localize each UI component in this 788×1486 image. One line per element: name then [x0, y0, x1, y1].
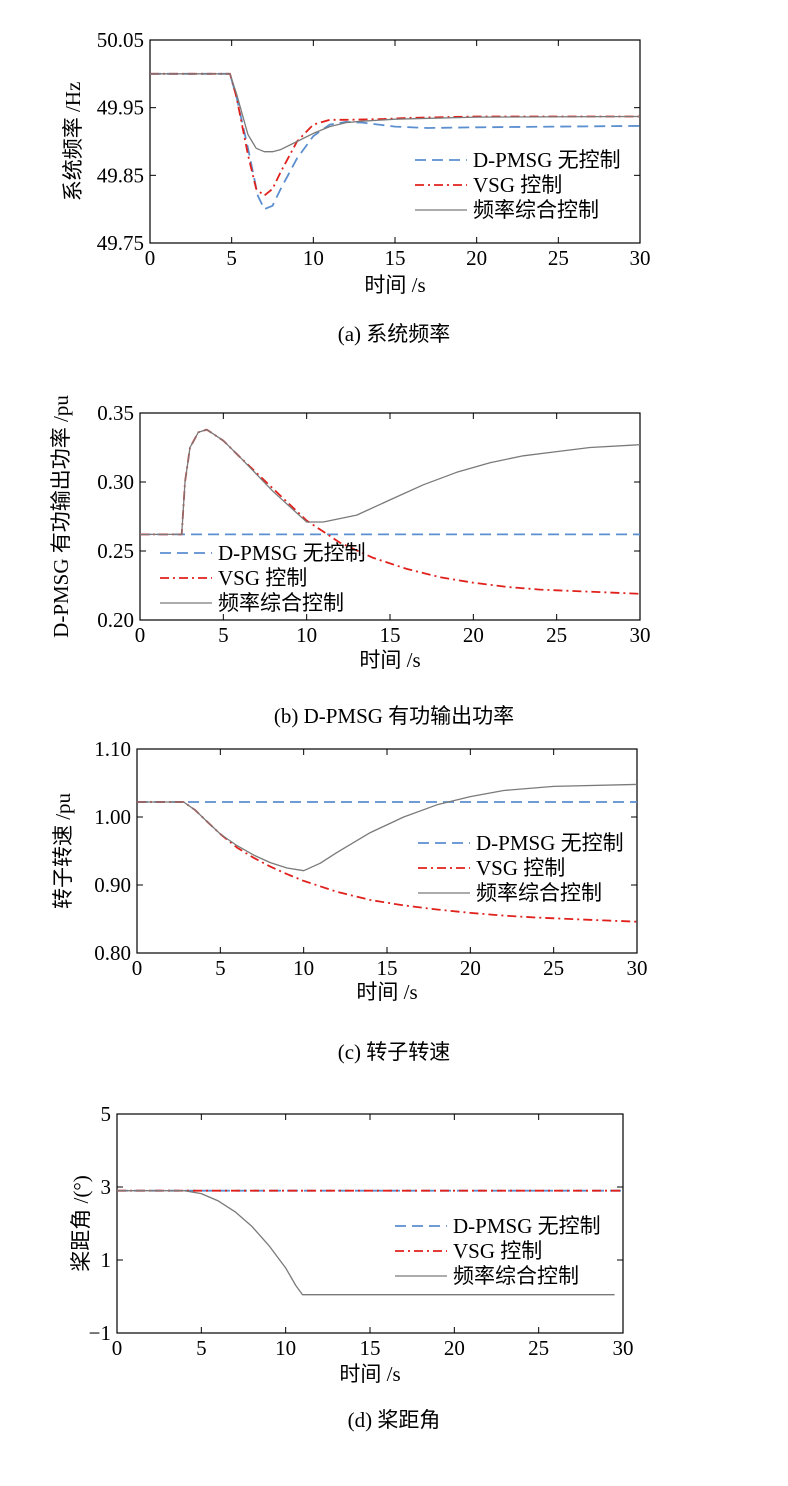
- series-line-3: [117, 1190, 615, 1296]
- chart-panel-c: 0 5 10 15 20 25 30 0.80 0.90 1.00 1.10 时间 /s 转子转速 /p…: [51, 737, 648, 1064]
- y-tick-label: 1.10: [94, 737, 131, 761]
- chart-a-caption: (a) 系统频率: [337, 322, 451, 346]
- legend-label: VSG 控制: [453, 1239, 542, 1263]
- legend-label: VSG 控制: [473, 173, 562, 197]
- x-tick-label: 25: [546, 623, 567, 647]
- x-tick-label: 10: [296, 623, 317, 647]
- x-tick-label: 15: [385, 246, 406, 270]
- chart-b-caption: (b) D-PMSG 有功输出功率: [273, 704, 515, 728]
- x-tick-label: 20: [463, 623, 484, 647]
- y-tick-label: 1: [101, 1248, 112, 1272]
- x-axis-label: 时间 /s: [364, 273, 425, 297]
- y-tick-label: 0.90: [94, 873, 131, 897]
- series-line-2: [140, 428, 641, 595]
- y-tick-label: 0.30: [97, 470, 134, 494]
- legend-label: D-PMSG 无控制: [453, 1214, 601, 1238]
- legend-label: VSG 控制: [218, 566, 307, 590]
- x-tick-label: 0: [145, 246, 156, 270]
- legend-label: D-PMSG 无控制: [473, 148, 621, 172]
- x-tick-label: 30: [630, 246, 651, 270]
- x-tick-label: 5: [215, 956, 226, 980]
- chart-panel-a: 0 5 10 15 20 25 30 49.75 49.85 49.95 50.05 时间 /s 系统频…: [0, 0, 788, 360]
- legend-label: 频率综合控制: [476, 881, 602, 905]
- legend-label: VSG 控制: [476, 856, 565, 880]
- x-axis-label: 时间 /s: [359, 648, 420, 672]
- x-tick-label: 15: [380, 623, 401, 647]
- y-tick-label: 49.85: [97, 163, 144, 187]
- chart-d-caption: (d) 桨距角: [347, 1408, 441, 1432]
- x-tick-label: 0: [135, 623, 146, 647]
- legend-label: D-PMSG 无控制: [476, 831, 624, 855]
- series-line-3: [137, 783, 638, 872]
- x-tick-label: 20: [466, 246, 487, 270]
- x-tick-label: 5: [218, 623, 229, 647]
- y-tick-label: 49.95: [97, 96, 144, 120]
- x-tick-label: 25: [543, 956, 564, 980]
- chart-c-caption: (c) 转子转速: [337, 1040, 451, 1064]
- x-tick-label: 5: [226, 246, 237, 270]
- chart-panel-b: 0 5 10 15 20 25 30 0.20 0.25 0.30 0.35 时间 /s D-PMSG …: [0, 0, 788, 740]
- y-axis-label: 系统频率 /Hz: [61, 82, 85, 202]
- series-line-3: [150, 73, 641, 153]
- y-tick-label: 3: [101, 1175, 112, 1199]
- x-tick-label: 20: [444, 1336, 465, 1360]
- y-tick-label: 49.75: [97, 231, 144, 255]
- x-axis-label: 时间 /s: [356, 980, 417, 1004]
- y-tick-label: 0.80: [94, 941, 131, 965]
- x-tick-label: 25: [548, 246, 569, 270]
- y-tick-label: 5: [101, 1102, 112, 1126]
- x-tick-label: 0: [112, 1336, 123, 1360]
- x-tick-label: 25: [528, 1336, 549, 1360]
- x-axis-label: 时间 /s: [339, 1362, 400, 1386]
- x-tick-label: 30: [613, 1336, 634, 1360]
- y-tick-label: 0.20: [97, 608, 134, 632]
- x-tick-label: 15: [377, 956, 398, 980]
- y-axis-label: 转子转速 /pu: [51, 792, 75, 909]
- x-tick-label: 30: [627, 956, 648, 980]
- y-tick-label: −1: [89, 1321, 111, 1345]
- y-tick-label: 0.35: [97, 401, 134, 425]
- y-tick-label: 50.05: [97, 28, 144, 52]
- series-line-2: [150, 72, 640, 197]
- chart-c-svg: 0 5 10 15 20 25 30 0.80 0.90 1.00 1.10 时间 /s 转子转速 /p…: [51, 737, 648, 1004]
- y-axis-label: 桨距角 /(°): [69, 1175, 93, 1271]
- x-tick-label: 10: [275, 1336, 296, 1360]
- x-tick-label: 15: [360, 1336, 381, 1360]
- y-axis-label: D-PMSG 有功输出功率 /pu: [49, 395, 73, 638]
- chart-a-svg: 0 5 10 15 20 25 30 49.75 49.85 49.95 50.05 时间 /s 系统频…: [61, 28, 651, 297]
- x-tick-label: 20: [460, 956, 481, 980]
- legend-label: 频率综合控制: [218, 591, 344, 615]
- series-line-1: [150, 72, 641, 211]
- chart-b-svg: 0 5 10 15 20 25 30 0.20 0.25 0.30 0.35 时间 /s D-PMSG …: [49, 395, 651, 672]
- x-tick-label: 10: [293, 956, 314, 980]
- series-line-3: [140, 428, 641, 536]
- legend-label: D-PMSG 无控制: [218, 541, 366, 565]
- legend-label: 频率综合控制: [473, 198, 599, 222]
- x-tick-label: 0: [132, 956, 143, 980]
- x-tick-label: 5: [196, 1336, 207, 1360]
- legend-label: 频率综合控制: [453, 1264, 579, 1288]
- x-tick-label: 10: [303, 246, 324, 270]
- x-tick-label: 30: [630, 623, 651, 647]
- y-tick-label: 1.00: [94, 805, 131, 829]
- y-tick-label: 0.25: [97, 539, 134, 563]
